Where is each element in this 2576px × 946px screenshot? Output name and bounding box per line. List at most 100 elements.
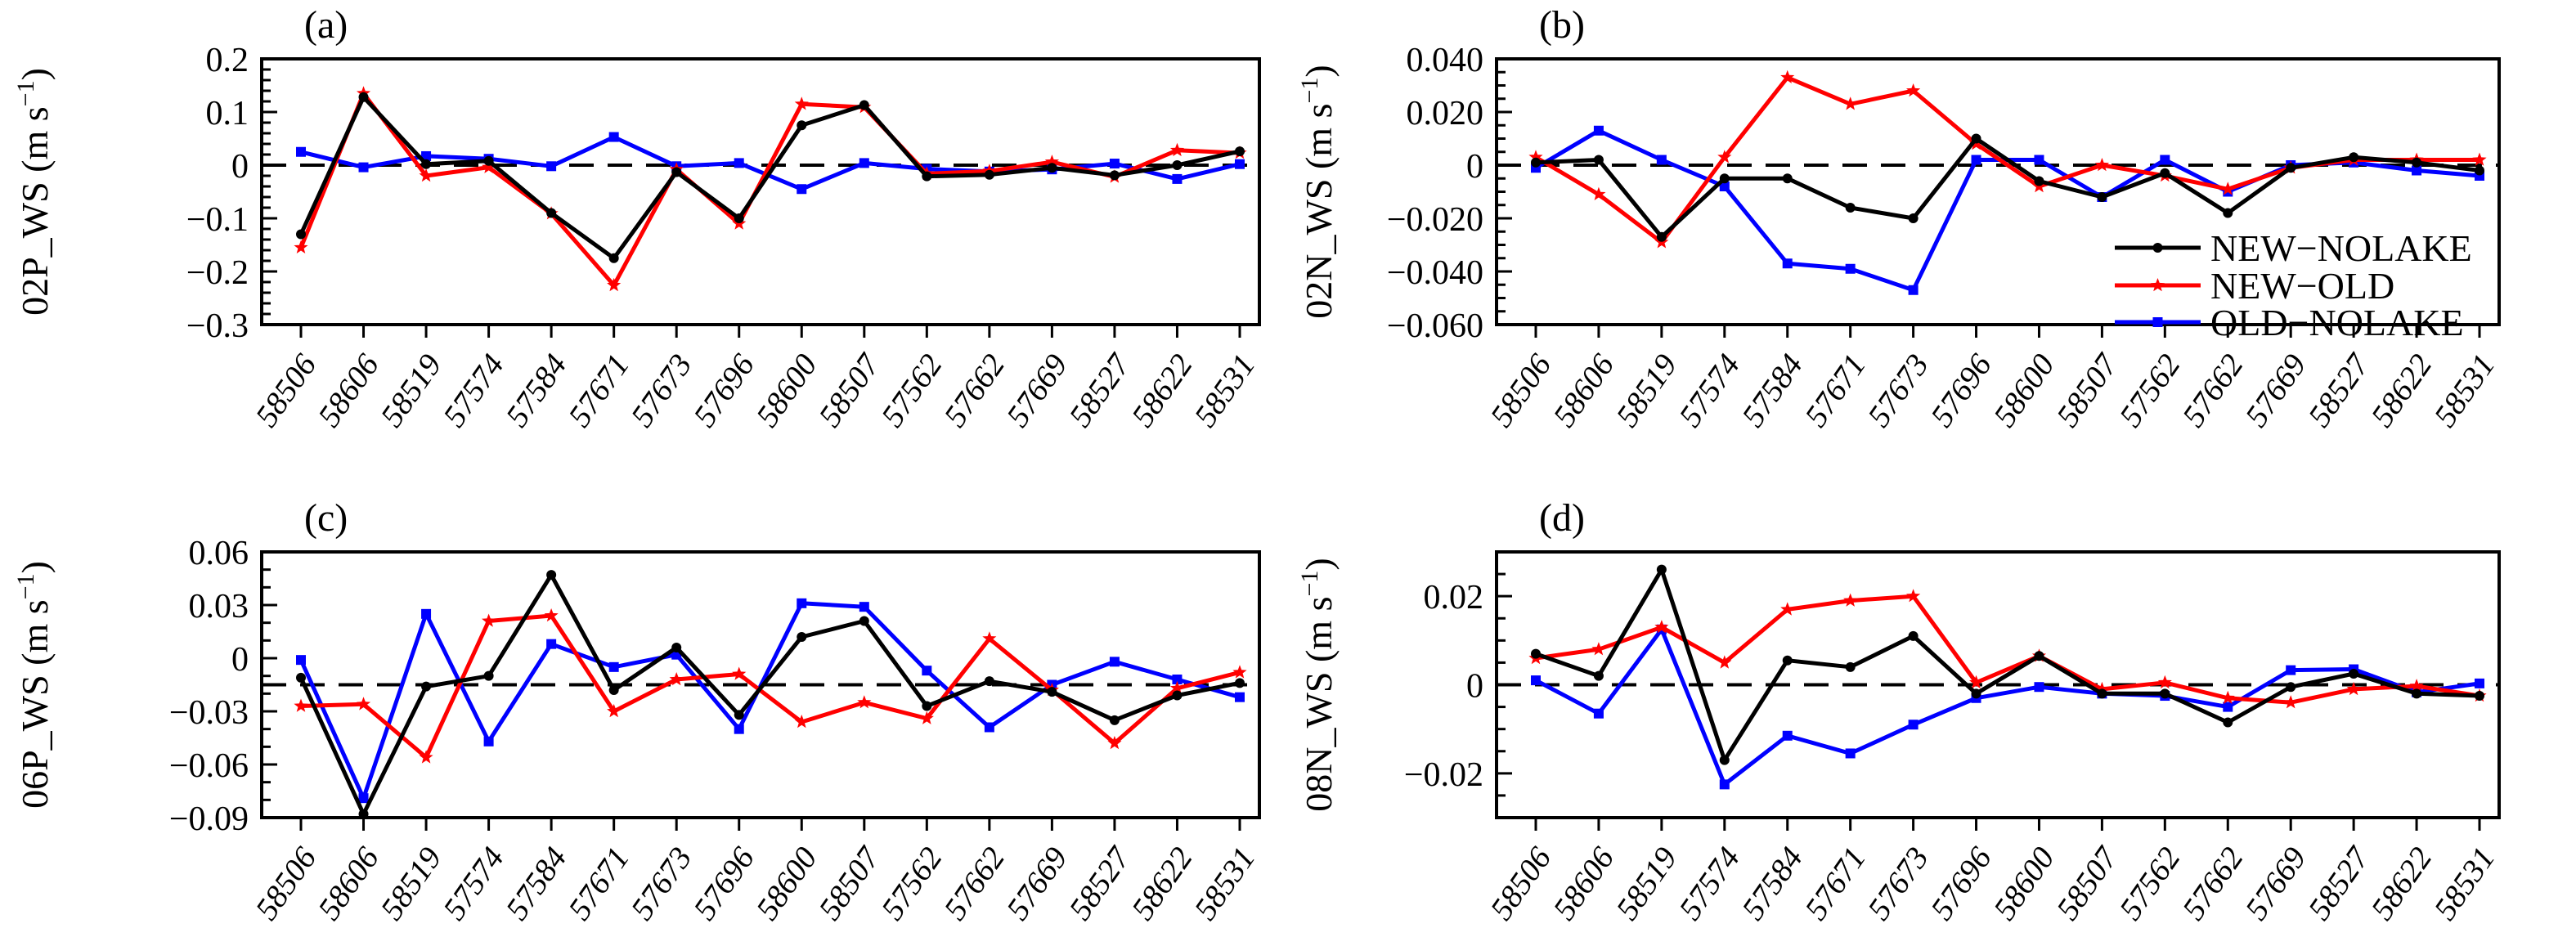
panel-title: (d) — [1539, 496, 1585, 540]
y-tick-label: −0.02 — [1404, 756, 1483, 794]
data-point-marker — [1719, 173, 1730, 184]
x-tick-label: 57574 — [437, 841, 511, 926]
y-tick-label: 0.02 — [1424, 579, 1484, 616]
data-point-marker — [1656, 155, 1667, 165]
data-point-marker — [2034, 176, 2044, 186]
data-point-marker — [1531, 648, 1541, 659]
data-point-marker — [1172, 690, 1183, 701]
data-point-marker — [857, 695, 872, 709]
data-point-marker — [1908, 720, 1919, 730]
data-point-marker — [1172, 675, 1183, 684]
x-tick-label: 57662 — [937, 841, 1012, 926]
plot-frame — [1495, 550, 2501, 819]
y-axis-label: 06P_WS (m s−1) — [12, 561, 56, 809]
data-point-marker — [2412, 688, 2422, 699]
data-point-marker — [421, 608, 432, 619]
x-tick-label: 58506 — [249, 841, 323, 926]
data-point-marker — [421, 159, 432, 169]
data-point-marker — [797, 120, 807, 131]
data-point-marker — [2349, 668, 2359, 679]
data-point-marker — [1047, 687, 1057, 697]
data-point-marker — [1719, 779, 1730, 790]
x-tick-label: 57673 — [1861, 347, 1936, 433]
panel-title: (a) — [304, 3, 348, 47]
data-point-marker — [1044, 155, 1059, 168]
x-tick-label: 58519 — [1609, 347, 1684, 433]
data-point-marker — [2475, 678, 2484, 688]
x-tick-label: 58519 — [1609, 841, 1684, 926]
x-tick-label: 57662 — [937, 347, 1012, 433]
data-point-marker — [2412, 165, 2422, 176]
x-tick-label: 57671 — [562, 347, 636, 433]
data-point-marker — [1654, 620, 1669, 634]
legend-star-marker — [2150, 278, 2165, 292]
x-tick-label: 58527 — [1062, 840, 1138, 926]
data-point-marker — [734, 213, 744, 223]
y-tick-label: 0.020 — [1407, 95, 1484, 132]
x-tick-label: 57671 — [562, 841, 636, 926]
x-tick-label: 58519 — [374, 841, 448, 926]
x-tick-label: 58600 — [749, 347, 824, 433]
data-point-marker — [1593, 125, 1604, 136]
legend-circle-marker — [2152, 243, 2163, 253]
data-point-marker — [2094, 681, 2109, 696]
data-point-marker — [984, 676, 994, 687]
x-tick-label: 57584 — [1735, 841, 1810, 926]
data-point-marker — [296, 146, 306, 157]
data-point-marker — [1172, 173, 1183, 184]
y-tick-label: 0 — [1466, 668, 1483, 706]
series-line-new-old — [1535, 594, 2480, 705]
data-point-marker — [1109, 715, 1120, 725]
data-point-marker — [1843, 96, 1858, 110]
x-tick-label: 58527 — [1062, 347, 1138, 433]
x-tick-label: 57584 — [499, 347, 573, 433]
data-point-marker — [922, 171, 932, 182]
x-tick-label: 58527 — [2301, 347, 2376, 433]
y-tick-label: 0.06 — [189, 535, 249, 572]
series-line-old-nolake — [1534, 627, 2480, 787]
legend-label: OLD−NOLAKE — [2210, 302, 2464, 343]
panel-a: (a)02P_WS (m s−1) 0.20.10−0.1−0.2−0.35850… — [12, 3, 1262, 433]
data-point-marker — [1232, 665, 1247, 679]
series-old-nolake — [296, 132, 1245, 195]
data-point-marker — [1235, 692, 1245, 702]
data-point-marker — [797, 598, 807, 608]
x-tick-label: 58600 — [749, 841, 824, 926]
data-point-marker — [919, 711, 934, 724]
data-point-marker — [2409, 679, 2424, 693]
y-tick-label: −0.060 — [1387, 307, 1483, 345]
y-tick-label: −0.06 — [169, 747, 249, 785]
data-point-marker — [1169, 680, 1184, 695]
data-point-marker — [671, 643, 682, 652]
data-point-marker — [1528, 150, 1543, 164]
data-point-marker — [984, 169, 994, 180]
series-line-new-nolake — [1535, 137, 2480, 240]
y-tick-label: −0.3 — [186, 307, 249, 345]
series-new-nolake — [296, 92, 1245, 263]
data-point-marker — [546, 208, 557, 218]
data-point-marker — [483, 736, 494, 746]
data-point-marker — [419, 750, 433, 764]
x-tick-label: 57574 — [1672, 841, 1747, 926]
data-point-marker — [2283, 695, 2298, 709]
x-tick-label: 57669 — [1000, 347, 1075, 433]
data-point-marker — [607, 704, 622, 718]
data-point-marker — [1107, 736, 1122, 750]
data-point-marker — [1169, 142, 1184, 157]
panel-d: (d)08N_WS (m s−1)0.020−0.025850658606585… — [1296, 496, 2502, 926]
x-tick-label: 57584 — [499, 841, 573, 926]
data-point-marker — [1782, 730, 1793, 741]
data-point-marker — [2097, 688, 2107, 699]
x-tick-label: 58531 — [1187, 347, 1262, 433]
data-point-marker — [2412, 157, 2422, 168]
x-tick-label: 58622 — [2364, 347, 2439, 433]
x-tick-label: 58531 — [1187, 841, 1262, 926]
data-point-marker — [2472, 152, 2487, 166]
data-point-marker — [608, 132, 619, 142]
data-point-marker — [483, 670, 494, 681]
data-point-marker — [2286, 682, 2296, 693]
data-point-marker — [2475, 165, 2484, 176]
x-tick-label: 57584 — [1735, 347, 1810, 433]
data-point-marker — [2286, 665, 2296, 675]
